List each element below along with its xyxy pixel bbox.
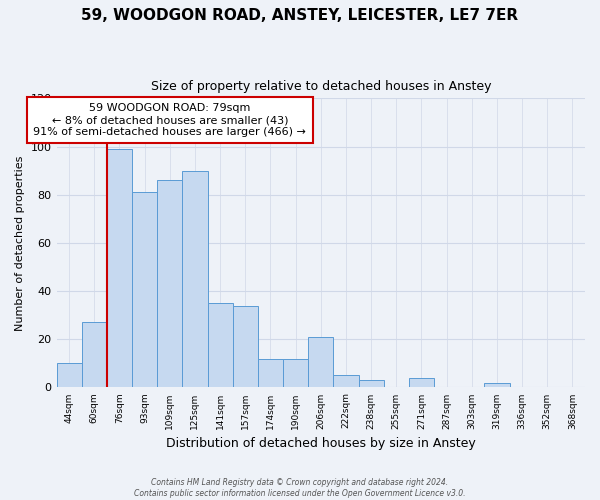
Bar [56,364,82,388]
Bar [359,380,383,388]
X-axis label: Distribution of detached houses by size in Anstey: Distribution of detached houses by size … [166,437,476,450]
Bar [409,378,434,388]
Bar [334,376,359,388]
Bar [182,170,208,388]
Title: Size of property relative to detached houses in Anstey: Size of property relative to detached ho… [151,80,491,93]
Text: 59 WOODGON ROAD: 79sqm
← 8% of detached houses are smaller (43)
91% of semi-deta: 59 WOODGON ROAD: 79sqm ← 8% of detached … [34,104,306,136]
Bar [283,358,308,388]
Bar [107,149,132,388]
Bar [308,337,334,388]
Text: Contains HM Land Registry data © Crown copyright and database right 2024.
Contai: Contains HM Land Registry data © Crown c… [134,478,466,498]
Bar [208,303,233,388]
Bar [233,306,258,388]
Bar [82,322,107,388]
Text: 59, WOODGON ROAD, ANSTEY, LEICESTER, LE7 7ER: 59, WOODGON ROAD, ANSTEY, LEICESTER, LE7… [82,8,518,22]
Bar [484,382,509,388]
Bar [258,358,283,388]
Bar [157,180,182,388]
Y-axis label: Number of detached properties: Number of detached properties [15,155,25,330]
Bar [132,192,157,388]
